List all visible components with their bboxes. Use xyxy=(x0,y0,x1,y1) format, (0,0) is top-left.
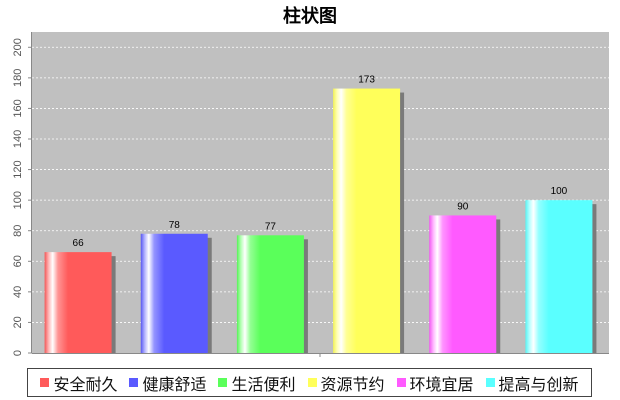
y-tick-label: 100 xyxy=(12,191,24,209)
legend: 安全耐久 健康舒适 生活便利 资源节约 环境宜居 提高与创新 xyxy=(27,368,592,397)
legend-label: 环境宜居 xyxy=(409,374,474,394)
legend-item: 生活便利 xyxy=(218,371,296,395)
value-label: 77 xyxy=(265,221,277,232)
grid-lines xyxy=(32,46,609,323)
bars xyxy=(44,88,597,354)
legend-item: 提高与创新 xyxy=(485,371,579,395)
y-tick-label: 140 xyxy=(12,130,24,148)
bar xyxy=(525,200,593,353)
value-label: 90 xyxy=(457,201,469,212)
value-label: 78 xyxy=(169,220,181,231)
y-axis: 0 20 40 60 80 100 120 140 160 180 200 xyxy=(12,32,32,356)
bar-chart: 0 20 40 60 80 100 120 140 160 180 200 66 78 77 173 90 1… xyxy=(12,32,609,357)
bar xyxy=(333,88,401,354)
y-tick-label: 120 xyxy=(12,160,24,178)
legend-swatch xyxy=(129,378,139,387)
bar xyxy=(236,235,304,353)
value-label: 66 xyxy=(73,238,85,249)
chart-title: 柱状图 xyxy=(283,6,337,27)
y-tick-label: 180 xyxy=(12,69,24,87)
legend-swatch xyxy=(396,378,406,387)
legend-label: 生活便利 xyxy=(231,374,296,394)
value-labels: 66 78 77 173 90 100 xyxy=(73,75,568,250)
legend-item: 健康舒适 xyxy=(129,371,206,395)
plot-background xyxy=(32,32,609,353)
y-tick-label: 80 xyxy=(12,225,24,237)
y-tick-label: 40 xyxy=(12,286,24,298)
legend-label: 健康舒适 xyxy=(142,374,207,394)
value-label: 100 xyxy=(551,186,568,197)
legend-swatch xyxy=(307,378,317,387)
bar xyxy=(140,233,208,353)
y-tick-label: 200 xyxy=(12,38,24,56)
legend-label: 安全耐久 xyxy=(53,374,118,394)
bar xyxy=(44,252,112,353)
legend-item: 资源节约 xyxy=(307,371,385,395)
legend-swatch xyxy=(40,378,50,387)
value-label: 173 xyxy=(358,75,375,86)
y-tick-label: 0 xyxy=(12,350,24,356)
y-tick-label: 60 xyxy=(12,255,24,267)
legend-label: 资源节约 xyxy=(320,374,385,394)
y-tick-label: 20 xyxy=(12,316,24,328)
legend-swatch xyxy=(485,378,495,387)
legend-swatch xyxy=(218,378,228,387)
bar xyxy=(429,215,497,353)
y-tick-label: 160 xyxy=(12,99,24,117)
legend-item: 环境宜居 xyxy=(396,371,474,395)
legend-item: 安全耐久 xyxy=(40,371,117,395)
legend-label: 提高与创新 xyxy=(498,374,579,394)
